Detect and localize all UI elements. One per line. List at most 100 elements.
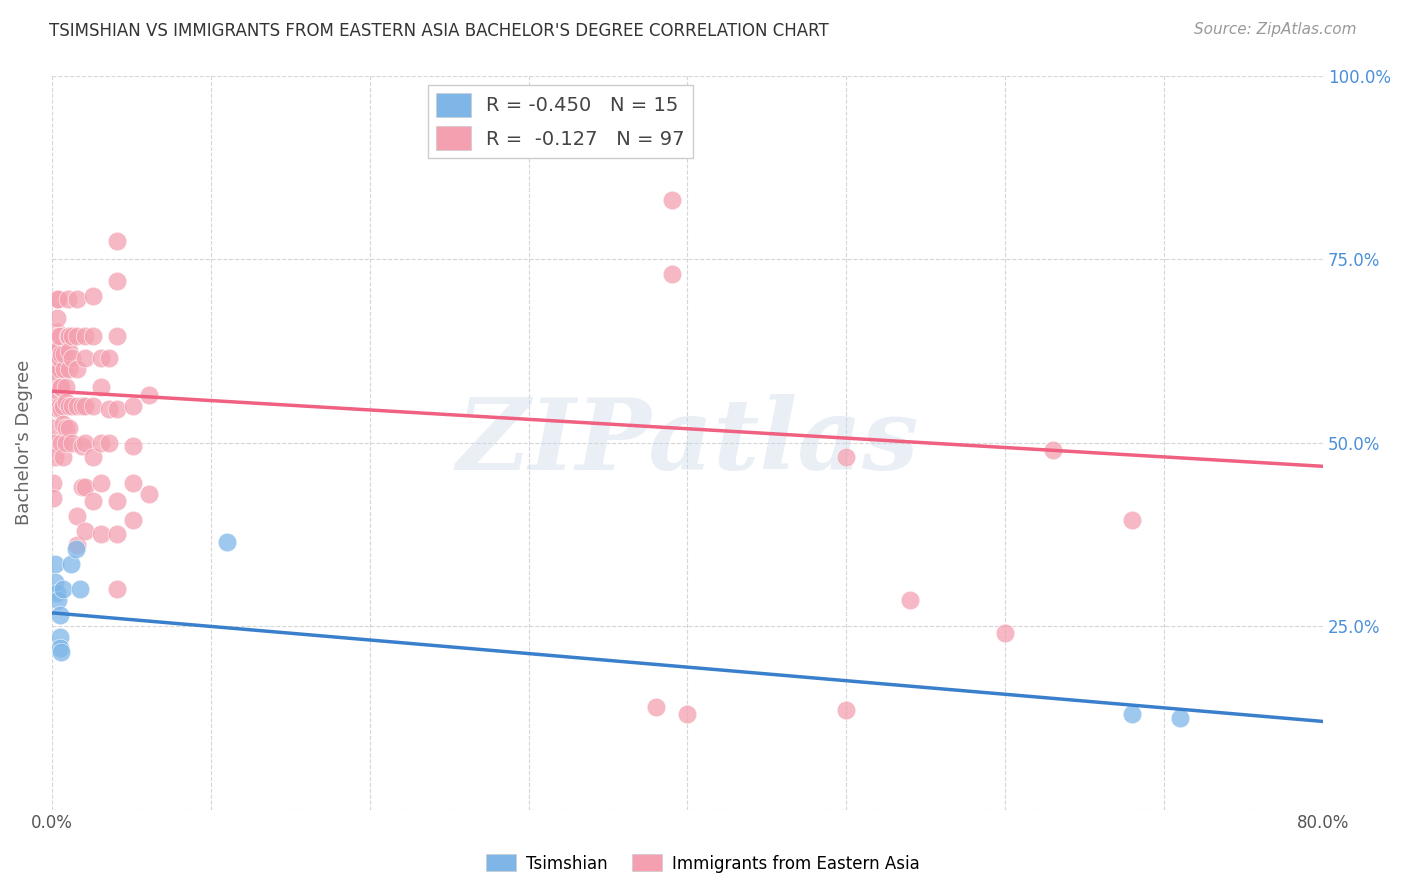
Point	[46, 402, 69, 417]
Point	[45, 380, 67, 394]
Point	[70, 479, 93, 493]
Point	[898, 593, 921, 607]
Point	[46, 593, 69, 607]
Point	[66, 362, 89, 376]
Point	[48, 340, 70, 354]
Point	[51, 380, 73, 394]
Point	[105, 234, 128, 248]
Point	[55, 435, 77, 450]
Point	[45, 351, 67, 365]
Point	[105, 527, 128, 541]
Point	[62, 351, 84, 365]
Point	[44, 347, 66, 361]
Point	[1042, 442, 1064, 457]
Point	[70, 439, 93, 453]
Point	[62, 329, 84, 343]
Point	[56, 293, 79, 307]
Point	[46, 329, 69, 343]
Point	[90, 527, 112, 541]
Point	[44, 376, 66, 391]
Point	[55, 421, 77, 435]
Point	[48, 329, 70, 343]
Point	[52, 417, 75, 432]
Point	[45, 310, 67, 325]
Point	[58, 399, 80, 413]
Point	[82, 450, 104, 465]
Point	[59, 557, 82, 571]
Point	[48, 351, 70, 365]
Point	[45, 340, 67, 354]
Point	[42, 421, 65, 435]
Point	[53, 362, 76, 376]
Point	[51, 347, 73, 361]
Point	[82, 399, 104, 413]
Point	[215, 534, 238, 549]
Point	[46, 384, 69, 399]
Text: ZIPatlas: ZIPatlas	[457, 394, 918, 491]
Point	[138, 487, 160, 501]
Point	[121, 513, 143, 527]
Point	[1121, 707, 1143, 722]
Point	[90, 435, 112, 450]
Point	[45, 293, 67, 307]
Point	[97, 435, 120, 450]
Point	[75, 399, 97, 413]
Point	[45, 362, 67, 376]
Point	[661, 194, 683, 208]
Point	[44, 450, 66, 465]
Point	[105, 274, 128, 288]
Point	[44, 574, 66, 589]
Point	[82, 494, 104, 508]
Point	[46, 293, 69, 307]
Point	[48, 399, 70, 413]
Point	[44, 362, 66, 376]
Text: Source: ZipAtlas.com: Source: ZipAtlas.com	[1194, 22, 1357, 37]
Point	[66, 399, 89, 413]
Point	[48, 362, 70, 376]
Point	[51, 435, 73, 450]
Point	[62, 399, 84, 413]
Point	[53, 347, 76, 361]
Legend: R = -0.450   N = 15, R =  -0.127   N = 97: R = -0.450 N = 15, R = -0.127 N = 97	[427, 86, 693, 158]
Point	[48, 380, 70, 394]
Point	[42, 491, 65, 505]
Point	[46, 366, 69, 380]
Point	[52, 582, 75, 597]
Point	[90, 351, 112, 365]
Point	[676, 707, 699, 722]
Point	[661, 120, 683, 134]
Point	[1168, 711, 1191, 725]
Point	[65, 541, 87, 556]
Point	[58, 329, 80, 343]
Point	[105, 402, 128, 417]
Point	[75, 351, 97, 365]
Point	[56, 329, 79, 343]
Point	[55, 380, 77, 394]
Point	[45, 399, 67, 413]
Point	[75, 524, 97, 538]
Point	[121, 475, 143, 490]
Point	[75, 329, 97, 343]
Point	[121, 439, 143, 453]
Point	[66, 293, 89, 307]
Point	[45, 586, 67, 600]
Point	[82, 329, 104, 343]
Point	[835, 703, 858, 717]
Point	[51, 645, 73, 659]
Point	[69, 582, 91, 597]
Point	[51, 402, 73, 417]
Point	[75, 479, 97, 493]
Point	[66, 508, 89, 523]
Point	[994, 626, 1017, 640]
Point	[97, 351, 120, 365]
Point	[46, 351, 69, 365]
Point	[105, 329, 128, 343]
Point	[661, 267, 683, 281]
Point	[105, 582, 128, 597]
Point	[62, 435, 84, 450]
Point	[55, 395, 77, 409]
Point	[48, 630, 70, 644]
Point	[42, 395, 65, 409]
Point	[75, 435, 97, 450]
Point	[44, 435, 66, 450]
